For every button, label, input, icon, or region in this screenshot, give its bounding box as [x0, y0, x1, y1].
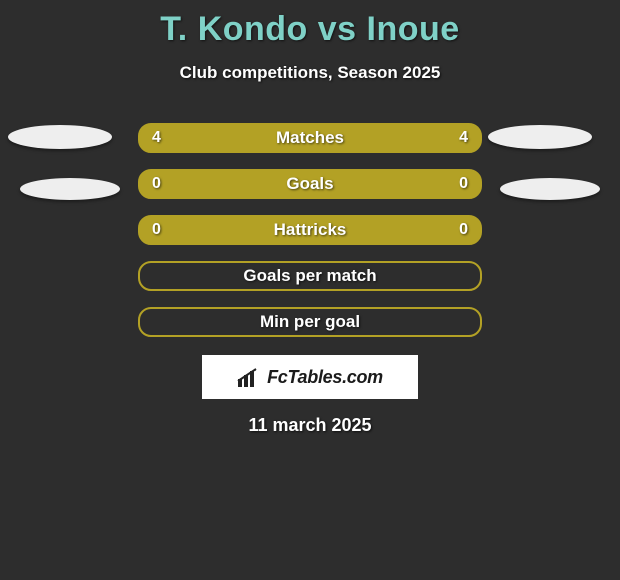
stat-bar: Hattricks0 0 [138, 215, 482, 245]
stat-row: Matches4 4 [0, 125, 620, 151]
bars-icon [237, 367, 261, 387]
stat-row: Goals0 0 [0, 171, 620, 197]
stat-label: Matches [140, 125, 480, 151]
brand-box: FcTables.com [202, 355, 418, 399]
brand-text: FcTables.com [267, 367, 383, 388]
stat-value-right: 0 [459, 171, 468, 197]
stat-rows: Matches44Goals00Hattricks00Goals per mat… [0, 125, 620, 335]
stat-bar: Matches4 4 [138, 123, 482, 153]
stat-row: Goals per match [0, 263, 620, 289]
footer-date: 11 march 2025 [0, 415, 620, 436]
stat-value-left: 0 [152, 217, 161, 243]
page-title: T. Kondo vs Inoue [0, 0, 620, 49]
stat-value-right: 0 [459, 217, 468, 243]
stat-value-left: 4 [152, 125, 161, 151]
page-subtitle: Club competitions, Season 2025 [0, 63, 620, 83]
stat-row: Hattricks0 0 [0, 217, 620, 243]
stat-label: Hattricks [140, 217, 480, 243]
stat-label: Goals per match [140, 263, 480, 289]
stat-bar: Goals0 0 [138, 169, 482, 199]
stat-value-right: 4 [459, 125, 468, 151]
stat-label: Goals [140, 171, 480, 197]
stat-bar: Min per goal [138, 307, 482, 337]
stat-label: Min per goal [140, 309, 480, 335]
stat-bar: Goals per match [138, 261, 482, 291]
comparison-infographic: T. Kondo vs Inoue Club competitions, Sea… [0, 0, 620, 580]
stat-value-left: 0 [152, 171, 161, 197]
stat-row: Min per goal [0, 309, 620, 335]
